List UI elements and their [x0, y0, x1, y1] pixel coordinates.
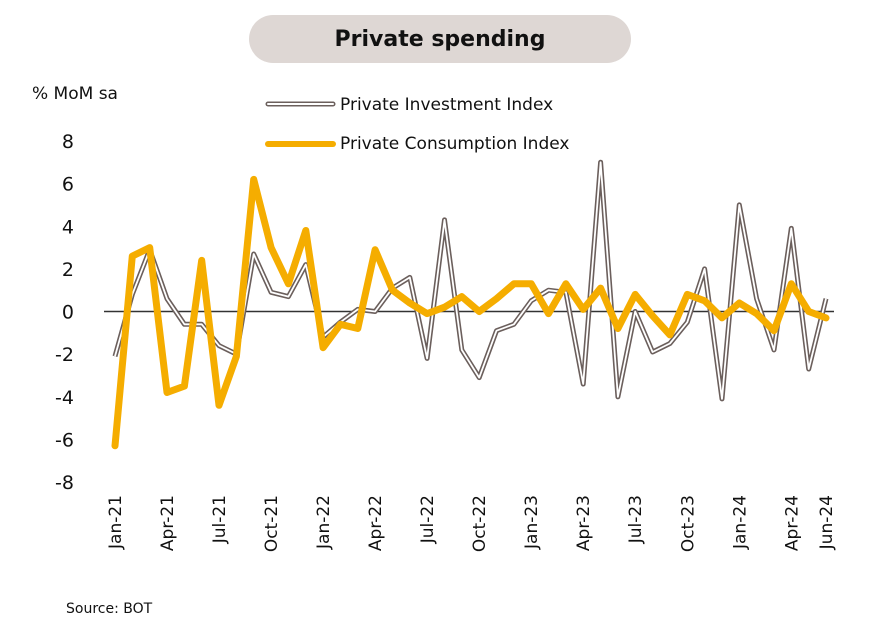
x-tick-label: Oct-22	[470, 495, 490, 552]
y-tick-label: 0	[62, 302, 74, 324]
y-tick-label: 2	[62, 259, 74, 281]
legend-item-investment: Private Investment Index	[265, 95, 553, 115]
legend: Private Investment Index Private Consump…	[265, 95, 569, 154]
y-axis-unit-label: % MoM sa	[32, 84, 118, 104]
x-tick-label: Jul-23	[626, 495, 646, 544]
x-tick-label: Jan-24	[730, 495, 750, 550]
y-tick-label: 6	[62, 174, 74, 196]
x-tick-label: Oct-21	[262, 495, 282, 552]
legend-label-consumption: Private Consumption Index	[340, 134, 569, 154]
source-note: Source: BOT	[66, 601, 153, 617]
y-tick-label: -2	[55, 344, 74, 366]
x-tick-label: Jan-22	[314, 495, 334, 550]
x-tick-label: Apr-22	[366, 495, 386, 551]
y-tick-label: -6	[55, 429, 74, 451]
x-tick-label: Jun-24	[817, 495, 837, 550]
series-line-private-consumption-index	[111, 175, 830, 450]
x-tick-label: Jan-23	[522, 495, 542, 550]
x-tick-label: Jul-21	[210, 495, 230, 544]
x-tick-label: Apr-23	[574, 495, 594, 551]
y-tick-label: -4	[55, 387, 74, 409]
x-tick-label: Jan-21	[106, 495, 126, 550]
y-tick-label: -8	[55, 472, 74, 494]
legend-item-consumption: Private Consumption Index	[265, 134, 569, 154]
y-tick-label: 4	[62, 216, 74, 238]
series-group	[111, 159, 830, 450]
x-tick-label: Jul-22	[418, 495, 438, 544]
x-axis-ticks: Jan-21 Apr-21 Jul-21 Oct-21 Jan-22 Apr-22 Jul-…	[106, 495, 837, 552]
x-tick-label: Apr-24	[782, 495, 802, 551]
x-tick-label: Oct-23	[678, 495, 698, 552]
y-axis-ticks: 8 6 4 2 0 -2 -4 -6 -8	[55, 131, 74, 494]
chart-title-pill: Private spending	[249, 15, 631, 63]
x-tick-label: Apr-21	[158, 495, 178, 551]
legend-label-investment: Private Investment Index	[340, 95, 553, 115]
chart-title: Private spending	[334, 26, 546, 52]
y-tick-label: 8	[62, 131, 74, 153]
